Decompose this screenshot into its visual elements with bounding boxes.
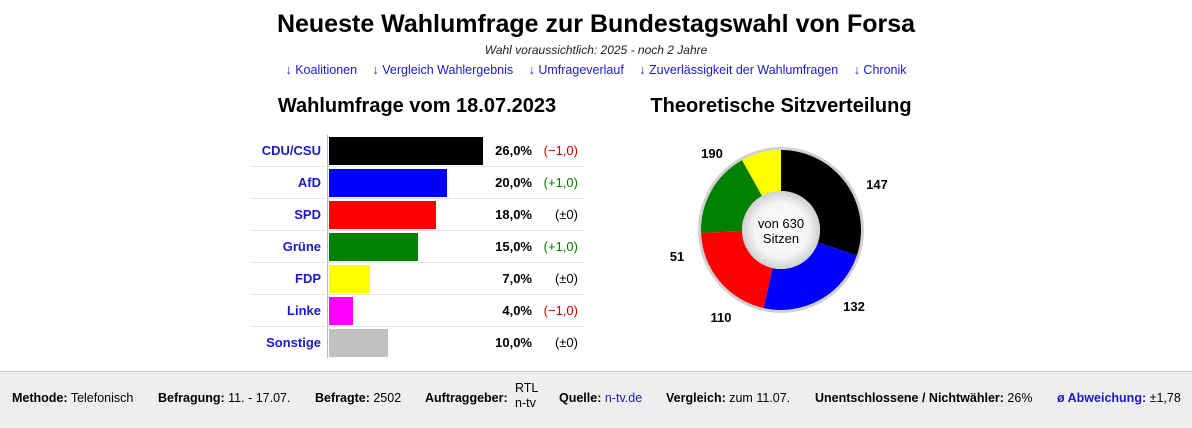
client-value-ntv: n-tv bbox=[515, 396, 536, 410]
donut-center bbox=[742, 191, 820, 269]
party-link[interactable]: Linke bbox=[287, 303, 321, 318]
seat-chart-title: Theoretische Sitzverteilung bbox=[650, 95, 912, 117]
compare-info: Vergleich: zum 11.07. bbox=[666, 391, 790, 405]
poll-row: Linke 4,0% (−1,0) bbox=[250, 295, 584, 327]
bar-track bbox=[327, 295, 488, 326]
client-label: Auftraggeber: bbox=[425, 391, 508, 405]
page-title: Neueste Wahlumfrage zur Bundestagswahl v… bbox=[276, 10, 916, 38]
nav-link-vergleich[interactable]: ↓ Vergleich Wahlergebnis bbox=[372, 63, 514, 77]
seat-count-label: 147 bbox=[866, 177, 888, 192]
party-link[interactable]: CDU/CSU bbox=[261, 143, 321, 158]
client-info: Auftraggeber: bbox=[425, 391, 508, 405]
method-info: Methode: Telefonisch bbox=[12, 391, 133, 405]
poll-bar-chart: CDU/CSU 26,0% (−1,0) AfD 20,0% (+1,0) SPD 18,0%… bbox=[250, 135, 584, 358]
change-label: (±0) bbox=[554, 335, 578, 350]
method-label: Methode: bbox=[12, 391, 68, 405]
compare-value: zum 11.07. bbox=[729, 391, 791, 405]
poll-row: AfD 20,0% (+1,0) bbox=[250, 167, 584, 199]
donut-center-label: Sitzen bbox=[763, 231, 799, 246]
percent-label: 10,0% bbox=[495, 335, 532, 350]
bar bbox=[329, 329, 389, 357]
nav-link-zuverlaessigkeit[interactable]: ↓ Zuverlässigkeit der Wahlumfragen bbox=[639, 63, 839, 77]
percent-label: 15,0% bbox=[495, 239, 532, 254]
compare-label: Vergleich: bbox=[666, 391, 726, 405]
change-label: (+1,0) bbox=[543, 175, 578, 190]
seat-count-label: 190 bbox=[701, 146, 723, 161]
seat-slice bbox=[742, 150, 781, 196]
poll-row: SPD 18,0% (±0) bbox=[250, 199, 584, 231]
bar-track bbox=[327, 263, 488, 294]
deviation-info: ø Abweichung: ±1,78 bbox=[1057, 391, 1181, 405]
seat-count-label: 110 bbox=[711, 310, 732, 325]
source-label: Quelle: bbox=[559, 391, 602, 405]
nav-link-koalitionen[interactable]: ↓ Koalitionen bbox=[285, 63, 358, 77]
party-link[interactable]: Sonstige bbox=[266, 335, 321, 350]
donut-outline bbox=[698, 147, 864, 313]
seat-slice bbox=[701, 231, 773, 309]
percent-label: 7,0% bbox=[502, 271, 532, 286]
poll-info-footer: Methode: Telefonisch Befragung: 11. - 17… bbox=[0, 371, 1192, 428]
bar-track bbox=[327, 231, 488, 262]
method-value: Telefonisch bbox=[70, 391, 134, 405]
bar-track bbox=[327, 199, 488, 230]
party-link[interactable]: AfD bbox=[297, 175, 321, 190]
party-link[interactable]: SPD bbox=[294, 207, 321, 222]
survey-label: Befragung: bbox=[158, 391, 225, 405]
client-values: RTL n-tv bbox=[515, 381, 538, 411]
percent-label: 26,0% bbox=[495, 143, 532, 158]
change-label: (±0) bbox=[554, 271, 578, 286]
seat-count-label: 132 bbox=[843, 299, 865, 314]
survey-value: 11. - 17.07. bbox=[228, 391, 291, 405]
poll-row: Sonstige 10,0% (±0) bbox=[250, 327, 584, 358]
bar bbox=[329, 169, 448, 197]
seat-slice bbox=[701, 160, 763, 233]
bar-track bbox=[327, 135, 488, 166]
respondents-label: Befragte: bbox=[315, 391, 370, 405]
poll-row: CDU/CSU 26,0% (−1,0) bbox=[250, 135, 584, 167]
section-nav: ↓ Koalitionen ↓ Vergleich Wahlergebnis ↓… bbox=[0, 63, 1192, 77]
election-date-note: Wahl voraussichtlich: 2025 - noch 2 Jahr… bbox=[484, 43, 708, 57]
source-link[interactable]: n-tv.de bbox=[604, 391, 643, 405]
undecided-info: Unentschlossene / Nichtwähler: 26% bbox=[815, 391, 1032, 405]
deviation-value: ±1,78 bbox=[1149, 391, 1181, 405]
poll-row: Grüne 15,0% (+1,0) bbox=[250, 231, 584, 263]
undecided-value: 26% bbox=[1007, 391, 1033, 405]
survey-period-info: Befragung: 11. - 17.07. bbox=[158, 391, 290, 405]
party-link[interactable]: Grüne bbox=[282, 239, 321, 254]
change-label: (−1,0) bbox=[543, 303, 578, 318]
bar bbox=[329, 233, 418, 261]
seat-slice bbox=[781, 150, 861, 256]
poll-chart-title: Wahlumfrage vom 18.07.2023 bbox=[277, 95, 557, 117]
change-label: (−1,0) bbox=[543, 143, 578, 158]
change-label: (+1,0) bbox=[543, 239, 578, 254]
respondents-value: 2502 bbox=[373, 391, 402, 405]
respondents-info: Befragte: 2502 bbox=[315, 391, 401, 405]
poll-row: FDP 7,0% (±0) bbox=[250, 263, 584, 295]
bar bbox=[329, 265, 371, 293]
bar bbox=[329, 297, 353, 325]
nav-link-chronik[interactable]: ↓ Chronik bbox=[853, 63, 907, 77]
source-info: Quelle: n-tv.de bbox=[559, 391, 642, 405]
bar-track bbox=[327, 167, 488, 198]
undecided-label: Unentschlossene / Nichtwähler: bbox=[815, 391, 1004, 405]
seat-count-label: 51 bbox=[670, 249, 684, 264]
bar-track bbox=[327, 327, 488, 358]
deviation-link[interactable]: ø Abweichung: bbox=[1057, 391, 1147, 405]
seat-slice bbox=[763, 242, 857, 310]
percent-label: 18,0% bbox=[495, 207, 532, 222]
party-link[interactable]: FDP bbox=[295, 271, 321, 286]
donut-center-label: von 630 bbox=[758, 216, 804, 231]
nav-link-umfrageverlauf[interactable]: ↓ Umfrageverlauf bbox=[528, 63, 624, 77]
bar bbox=[329, 201, 436, 229]
percent-label: 20,0% bbox=[495, 175, 532, 190]
change-label: (±0) bbox=[554, 207, 578, 222]
percent-label: 4,0% bbox=[502, 303, 532, 318]
bar bbox=[329, 137, 483, 165]
client-value-rtl: RTL bbox=[515, 381, 539, 395]
